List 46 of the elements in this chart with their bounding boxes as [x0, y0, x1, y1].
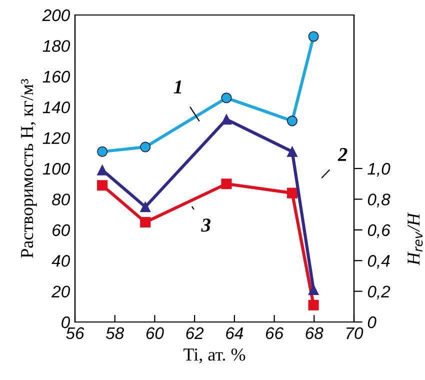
x-tick-label: 60	[146, 327, 164, 340]
y-tick-label: 40	[52, 255, 70, 267]
y2-tick-label: 0,4	[368, 255, 390, 269]
point	[221, 92, 232, 104]
y-tick-label: 200	[42, 9, 70, 22]
y-axis-title: Растворимость H, кг/м³	[21, 78, 37, 258]
y-tick-label: 80	[52, 194, 70, 206]
x-tick-label: 64	[226, 327, 244, 340]
y2-tick-label: 0,6	[368, 224, 390, 238]
y-tick-label: 120	[42, 132, 70, 144]
x-tick-label: 70	[346, 327, 364, 340]
y-tick-label: 140	[42, 102, 70, 114]
point	[97, 164, 108, 176]
point	[221, 178, 232, 190]
point	[140, 142, 151, 152]
point	[308, 31, 319, 42]
point	[286, 188, 298, 198]
point	[97, 146, 108, 157]
x-tick-label: 58	[106, 327, 124, 340]
x-tick-label: 68	[306, 327, 324, 340]
point	[286, 146, 298, 157]
x-tick-label: 56	[66, 327, 84, 340]
annotation: 1	[174, 80, 182, 94]
annotation: 2	[338, 148, 348, 161]
y-tick-label: 20	[52, 286, 70, 298]
point	[308, 300, 319, 310]
x-tick-label: 66	[266, 327, 284, 340]
point	[97, 180, 108, 191]
annotation: 3	[201, 218, 210, 232]
point	[140, 216, 151, 228]
y-tick-label: 160	[42, 70, 70, 83]
point	[286, 116, 298, 126]
point	[308, 284, 319, 296]
y-tick-label: 180	[42, 40, 70, 52]
x-axis-title: Ti, ат. %	[184, 348, 246, 364]
y2-axis-title: H$_{rev}$/H	[408, 212, 423, 266]
y-tick-label: 60	[52, 224, 70, 236]
y2-tick-label: 1,0	[368, 162, 390, 177]
y-tick-label: 100	[42, 162, 70, 175]
point	[140, 202, 151, 212]
point	[221, 114, 232, 125]
y2-tick-label: 0,8	[368, 194, 390, 208]
x-tick-label: 62	[186, 327, 204, 340]
y2-tick-label: 0	[368, 316, 376, 328]
y2-tick-label: 0,2	[368, 286, 390, 300]
y-tick-label: 0	[62, 316, 70, 328]
